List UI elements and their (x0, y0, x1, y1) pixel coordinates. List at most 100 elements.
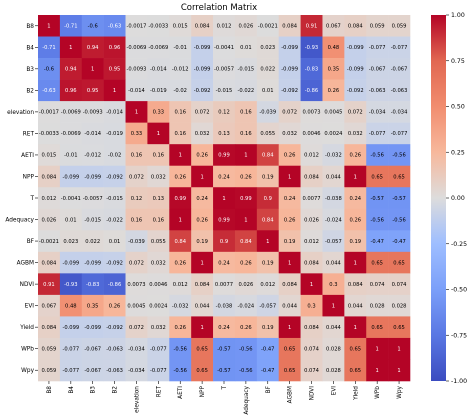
cell-value-label: 1 (376, 368, 379, 374)
heatmap-cell (38, 79, 61, 102)
heatmap-cell (81, 101, 104, 123)
heatmap-cell (300, 251, 323, 274)
heatmap-cell (344, 273, 367, 296)
cell-value-label: 0.26 (174, 260, 186, 266)
heatmap-cell (59, 15, 83, 37)
heatmap-cell (169, 79, 192, 102)
heatmap-cell (366, 337, 389, 360)
heatmap-cell (366, 294, 389, 317)
cell-value-label: -0.077 (369, 131, 386, 137)
heatmap-cell (344, 122, 367, 145)
cell-value-label: -0.0041 (61, 196, 81, 202)
heatmap-cell (300, 36, 323, 59)
cell-value-label: 0.067 (42, 303, 57, 309)
heatmap-cell (234, 15, 258, 37)
cell-value-label: -0.077 (391, 45, 408, 51)
cell-value-label: -0.099 (281, 67, 298, 73)
cell-value-label: 0.65 (393, 325, 405, 331)
cell-value-label: -0.0069 (61, 131, 81, 137)
heatmap-cell (388, 79, 411, 102)
cell-value-label: 1 (244, 153, 247, 159)
cell-value-label: 1 (157, 131, 160, 137)
heatmap-cell (125, 316, 148, 339)
heatmap-cell (59, 101, 83, 123)
cell-value-label: 1 (222, 196, 225, 202)
heatmap-cell (59, 359, 83, 382)
cell-value-label: 0.059 (42, 347, 57, 353)
heatmap-cell (169, 359, 192, 382)
heatmap-cell (103, 122, 126, 145)
heatmap-cell (59, 337, 83, 360)
cell-value-label: -0.034 (128, 368, 145, 374)
heatmap-cell (256, 337, 280, 360)
cell-value-label: 0.0077 (302, 196, 320, 202)
heatmap-cell (278, 294, 301, 317)
row-label-bf: BF (27, 239, 34, 245)
cell-value-label: 0.26 (109, 303, 121, 309)
heatmap-cell (103, 101, 126, 123)
cell-value-label: -0.022 (106, 217, 123, 223)
heatmap-cell (147, 251, 170, 274)
heatmap-cell (125, 122, 148, 145)
cell-value-label: 0.028 (392, 303, 407, 309)
cell-value-label: 0.16 (240, 110, 252, 116)
cell-value-label: -0.063 (106, 347, 123, 353)
heatmap-cell (191, 359, 214, 382)
heatmap-cell (213, 187, 236, 210)
cell-value-label: 0.084 (348, 282, 364, 288)
heatmap-cell (38, 230, 61, 253)
heatmap-cell (300, 165, 323, 188)
column-label-yield: Yield (353, 386, 359, 401)
row-label-ret: RET (23, 131, 35, 137)
cell-value-label: -0.56 (174, 368, 187, 374)
heatmap-cell (125, 251, 148, 274)
cell-value-label: 0.19 (350, 239, 362, 245)
heatmap-cell (147, 230, 170, 253)
cell-value-label: -0.099 (194, 45, 211, 51)
cell-value-label: 0.65 (393, 260, 405, 266)
heatmap-cell (366, 122, 389, 145)
heatmap-cell (388, 101, 411, 123)
cell-value-label: 0.65 (284, 368, 296, 374)
heatmap-cell (366, 359, 389, 382)
heatmap-cell (213, 15, 236, 37)
cell-value-label: 0.084 (195, 282, 211, 288)
cell-value-label: -0.099 (194, 67, 211, 73)
heatmap-cell (125, 144, 148, 167)
cell-value-label: 1 (397, 368, 400, 374)
cell-value-label: 0.9 (220, 239, 228, 245)
heatmap-cell (388, 337, 411, 360)
heatmap-cell (278, 251, 301, 274)
cell-value-label: 0.84 (240, 239, 252, 245)
heatmap-cell (38, 251, 61, 274)
chart-title: Correlation Matrix (181, 3, 257, 13)
heatmap-cell (213, 273, 236, 296)
heatmap-cell (81, 359, 104, 382)
cell-value-label: 0.65 (393, 174, 405, 180)
heatmap-cell (169, 316, 192, 339)
cell-value-label: -0.56 (239, 347, 252, 353)
heatmap-cell (234, 273, 258, 296)
heatmap-cell (38, 337, 61, 360)
heatmap-cell (169, 165, 192, 188)
heatmap-cells: 1 -0.71 -0.6 -0.63 -0.0017 -0.0033 0.015 0.084 0… (38, 15, 411, 382)
colorbar-tick-label: 0.00 (451, 195, 465, 202)
heatmap-cell (234, 165, 258, 188)
cell-value-label: 0.022 (85, 239, 100, 245)
heatmap-cell (38, 273, 61, 296)
cell-value-label: -0.099 (62, 260, 79, 266)
heatmap-cell (300, 187, 323, 210)
row-label-aeti: AETI (21, 153, 34, 159)
cell-value-label: -0.057 (325, 239, 342, 245)
cell-value-label: -0.067 (84, 347, 101, 353)
cell-value-label: 0.16 (174, 131, 186, 137)
cell-value-label: 0.26 (174, 174, 186, 180)
heatmap-cell (344, 187, 367, 210)
heatmap-cell (256, 359, 280, 382)
cell-value-label: 0.084 (304, 325, 320, 331)
cell-value-label: -0.063 (391, 88, 408, 94)
heatmap-cell (388, 36, 411, 59)
heatmap-cell (38, 359, 61, 382)
column-label-b8: B8 (47, 386, 53, 394)
